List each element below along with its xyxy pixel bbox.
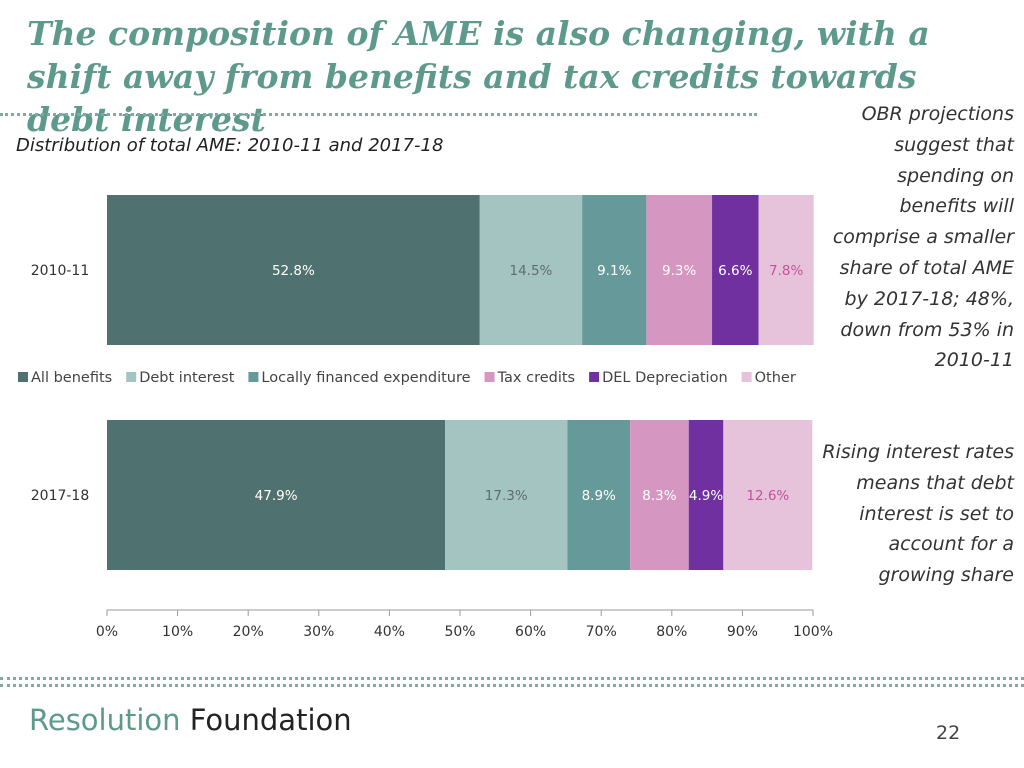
x-tick-label: 70% [586, 624, 617, 640]
bar-segment [107, 420, 446, 570]
data-label: 12.6% [746, 488, 789, 504]
legend-swatch [248, 372, 259, 382]
resolution-foundation-logo: Resolution Foundation [29, 703, 352, 737]
bar-segment [445, 420, 568, 570]
sidebar-paragraph-obr: OBR projections suggest that spending on… [832, 103, 1014, 372]
bar-segment [712, 195, 759, 345]
data-label: 47.9% [255, 488, 298, 504]
legend-entry: Debt interest [139, 370, 235, 386]
logo-word-resolution: Resolution [29, 703, 181, 737]
category-label: 2010-11 [31, 263, 90, 279]
data-label: 8.9% [582, 488, 616, 504]
category-label: 2017-18 [31, 488, 90, 504]
x-tick-label: 80% [656, 624, 687, 640]
bar-segment [723, 420, 813, 570]
legend-entry: Other [755, 370, 796, 386]
bar-segment [758, 195, 814, 345]
data-label: 17.3% [485, 488, 528, 504]
x-tick-label: 0% [96, 624, 118, 640]
bar-segment [567, 420, 631, 570]
title-divider [0, 113, 757, 116]
x-tick-label: 100% [793, 624, 833, 640]
chart-title: Distribution of total AME: 2010-11 and 2… [16, 135, 444, 156]
legend-swatch [589, 372, 600, 382]
data-label: 6.6% [718, 263, 752, 279]
data-label: 8.3% [642, 488, 676, 504]
bar-segment [479, 195, 583, 345]
legend-entry: Tax credits [497, 370, 576, 386]
footer-divider-2 [0, 684, 1024, 687]
slide-title: The composition of AME is also changing,… [27, 14, 930, 139]
bar-segment [107, 195, 480, 345]
legend-swatch [741, 372, 752, 382]
data-label: 9.1% [597, 263, 631, 279]
x-tick-label: 60% [515, 624, 546, 640]
logo-word-foundation: Foundation [189, 703, 352, 737]
x-tick-label: 40% [374, 624, 405, 640]
bar-segment [630, 420, 689, 570]
legend-entry: All benefits [31, 370, 112, 386]
data-label: 7.8% [769, 263, 803, 279]
bar-segment [582, 195, 647, 345]
legend-swatch [18, 372, 28, 382]
x-tick-label: 10% [162, 624, 193, 640]
x-tick-label: 20% [233, 624, 264, 640]
x-tick-label: 30% [303, 624, 334, 640]
page-number: 22 [936, 722, 961, 744]
legend-entry: Locally financed expenditure [261, 370, 470, 386]
sidebar-paragraph-interest: Rising interest rates means that debt in… [822, 441, 1014, 587]
x-tick-label: 90% [727, 624, 758, 640]
bar-segment [688, 420, 724, 570]
data-label: 14.5% [510, 263, 553, 279]
legend-swatch [126, 372, 137, 382]
x-tick-label: 50% [444, 624, 475, 640]
legend-swatch [484, 372, 495, 382]
data-label: 4.9% [689, 488, 723, 504]
stacked-bar-chart: 2010-11 52.8% 14.5% 9.1% 9.3% 6.6% 7.8% 2017-18… [18, 195, 833, 640]
legend-entry: DEL Depreciation [602, 370, 728, 386]
footer-divider-1 [0, 677, 1024, 680]
bar-segment [646, 195, 713, 345]
data-label: 52.8% [272, 263, 315, 279]
data-label: 9.3% [662, 263, 696, 279]
